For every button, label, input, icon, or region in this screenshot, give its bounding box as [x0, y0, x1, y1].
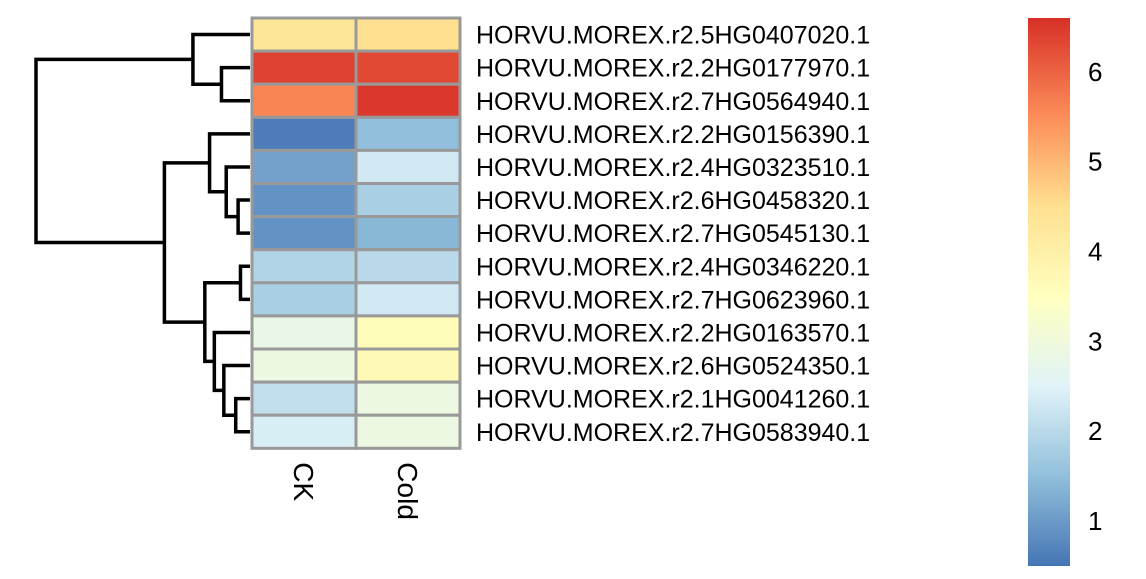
heatmap-cell	[250, 281, 358, 318]
legend-tick-label: 5	[1088, 147, 1102, 177]
column-label: CK	[288, 462, 319, 501]
dendrogram-branch	[34, 57, 193, 245]
row-label: HORVU.MOREX.r2.7HG0623960.1	[476, 286, 870, 314]
heatmap-cell	[250, 380, 358, 417]
color-legend: 1 2 3 4 5 6	[1028, 18, 1102, 566]
legend-tick-label: 2	[1088, 416, 1102, 446]
heatmap-cell	[354, 49, 462, 86]
legend-tick-label: 4	[1088, 237, 1102, 267]
dendrogram-branch	[233, 396, 250, 434]
heatmap-cell	[250, 314, 358, 351]
row-label: HORVU.MOREX.r2.5HG0407020.1	[476, 22, 870, 50]
heatmap-cell	[354, 413, 462, 450]
heatmap-cell	[354, 347, 462, 384]
heatmap-cell	[354, 182, 462, 219]
dendrogram-branch	[219, 65, 250, 103]
row-label: HORVU.MOREX.r2.6HG0458320.1	[476, 187, 870, 215]
heatmap-cell	[354, 115, 462, 152]
heatmap-cell	[354, 82, 462, 119]
heatmap-cell	[354, 248, 462, 285]
row-labels: HORVU.MOREX.r2.5HG0407020.1 HORVU.MOREX.r…	[476, 22, 870, 447]
heatmap-cell	[354, 215, 462, 252]
row-label: HORVU.MOREX.r2.7HG0583940.1	[476, 419, 870, 447]
column-labels: CK Cold	[288, 462, 423, 520]
heatmap-cell	[250, 82, 358, 119]
dendrogram-branch	[203, 281, 241, 364]
heatmap-cells	[250, 16, 462, 450]
row-dendrogram	[34, 32, 250, 434]
heatmap-cell	[250, 16, 358, 53]
dendrogram-branch	[236, 198, 250, 235]
heatmap-cell	[354, 281, 462, 318]
dendrogram-branch	[238, 264, 250, 302]
heatmap-cell	[354, 314, 462, 351]
legend-tick-label: 1	[1088, 506, 1102, 536]
row-label: HORVU.MOREX.r2.4HG0323510.1	[476, 154, 870, 182]
heatmap-cell	[250, 115, 358, 152]
dendrogram-branch	[162, 161, 210, 324]
color-legend-ticks: 1 2 3 4 5 6	[1088, 57, 1102, 536]
legend-tick-label: 6	[1088, 57, 1102, 87]
color-legend-bar	[1028, 18, 1070, 566]
row-label: HORVU.MOREX.r2.2HG0177970.1	[476, 55, 870, 83]
heatmap-cell	[250, 49, 358, 86]
heatmap-cell	[354, 380, 462, 417]
heatmap-cell	[250, 347, 358, 384]
heatmap-cell	[250, 215, 358, 252]
heatmap-cell	[250, 148, 358, 185]
dendrogram-branch	[212, 330, 250, 393]
row-label: HORVU.MOREX.r2.6HG0524350.1	[476, 353, 870, 381]
row-label: HORVU.MOREX.r2.1HG0041260.1	[476, 386, 870, 414]
heatmap-cell	[354, 148, 462, 185]
legend-tick-label: 3	[1088, 326, 1102, 356]
row-label: HORVU.MOREX.r2.7HG0545130.1	[476, 220, 870, 248]
dendrogram-branch	[207, 132, 250, 194]
row-label: HORVU.MOREX.r2.4HG0346220.1	[476, 253, 870, 281]
column-label: Cold	[392, 462, 423, 520]
row-label: HORVU.MOREX.r2.7HG0564940.1	[476, 88, 870, 116]
heatmap-cell	[250, 413, 358, 450]
row-label: HORVU.MOREX.r2.2HG0156390.1	[476, 121, 870, 149]
heatmap-cell	[354, 16, 462, 53]
heatmap-cell	[250, 248, 358, 285]
row-label: HORVU.MOREX.r2.2HG0163570.1	[476, 319, 870, 347]
heatmap-cell	[250, 182, 358, 219]
